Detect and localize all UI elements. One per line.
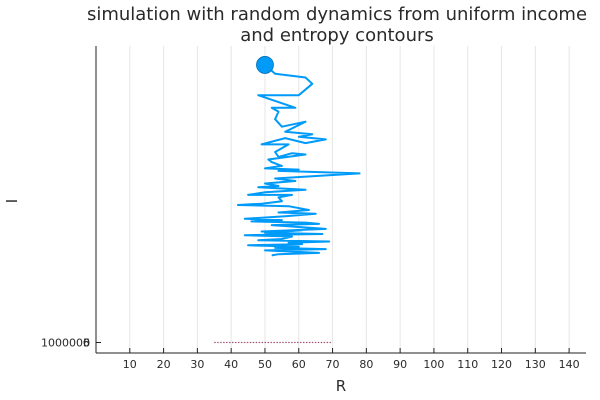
- x-tick-label-60: 60: [292, 358, 306, 371]
- series-line-0: [236, 64, 361, 257]
- x-tick-label-20: 20: [157, 358, 171, 371]
- x-tick-label-40: 40: [224, 358, 238, 371]
- x-tick-label-140: 140: [559, 358, 580, 371]
- y-tick-overlap-label-1: 6: [83, 336, 90, 349]
- x-grid-lines: [129, 46, 570, 353]
- x-tick-label-80: 80: [359, 358, 373, 371]
- x-tick-label-130: 130: [525, 358, 546, 371]
- chart-title-line-2: and entropy contours: [240, 25, 434, 46]
- x-tick-label-100: 100: [423, 358, 444, 371]
- series-layer: [236, 56, 361, 257]
- x-axis-label: R: [336, 377, 346, 395]
- x-tick-label-30: 30: [190, 358, 204, 371]
- x-tick-label-50: 50: [258, 358, 272, 371]
- x-tick-label-110: 110: [457, 358, 478, 371]
- start-marker-point: [256, 56, 274, 74]
- chart-title-line-1: simulation with random dynamics from uni…: [87, 4, 587, 25]
- x-tick-label-70: 70: [326, 358, 340, 371]
- x-axis-ticks: 10 20 30 40 50 60 70 80 90 100 110 120 130 140: [123, 348, 580, 371]
- y-axis-label: I: [3, 199, 21, 203]
- x-tick-label-90: 90: [393, 358, 407, 371]
- y-tick-overlap-label-0: 5: [83, 336, 90, 349]
- y-tick-label-0: 0: [83, 336, 90, 349]
- x-tick-label-120: 120: [491, 358, 512, 371]
- x-tick-label-10: 10: [123, 358, 137, 371]
- y-tick-overlap-label-2: 1000000: [41, 336, 90, 349]
